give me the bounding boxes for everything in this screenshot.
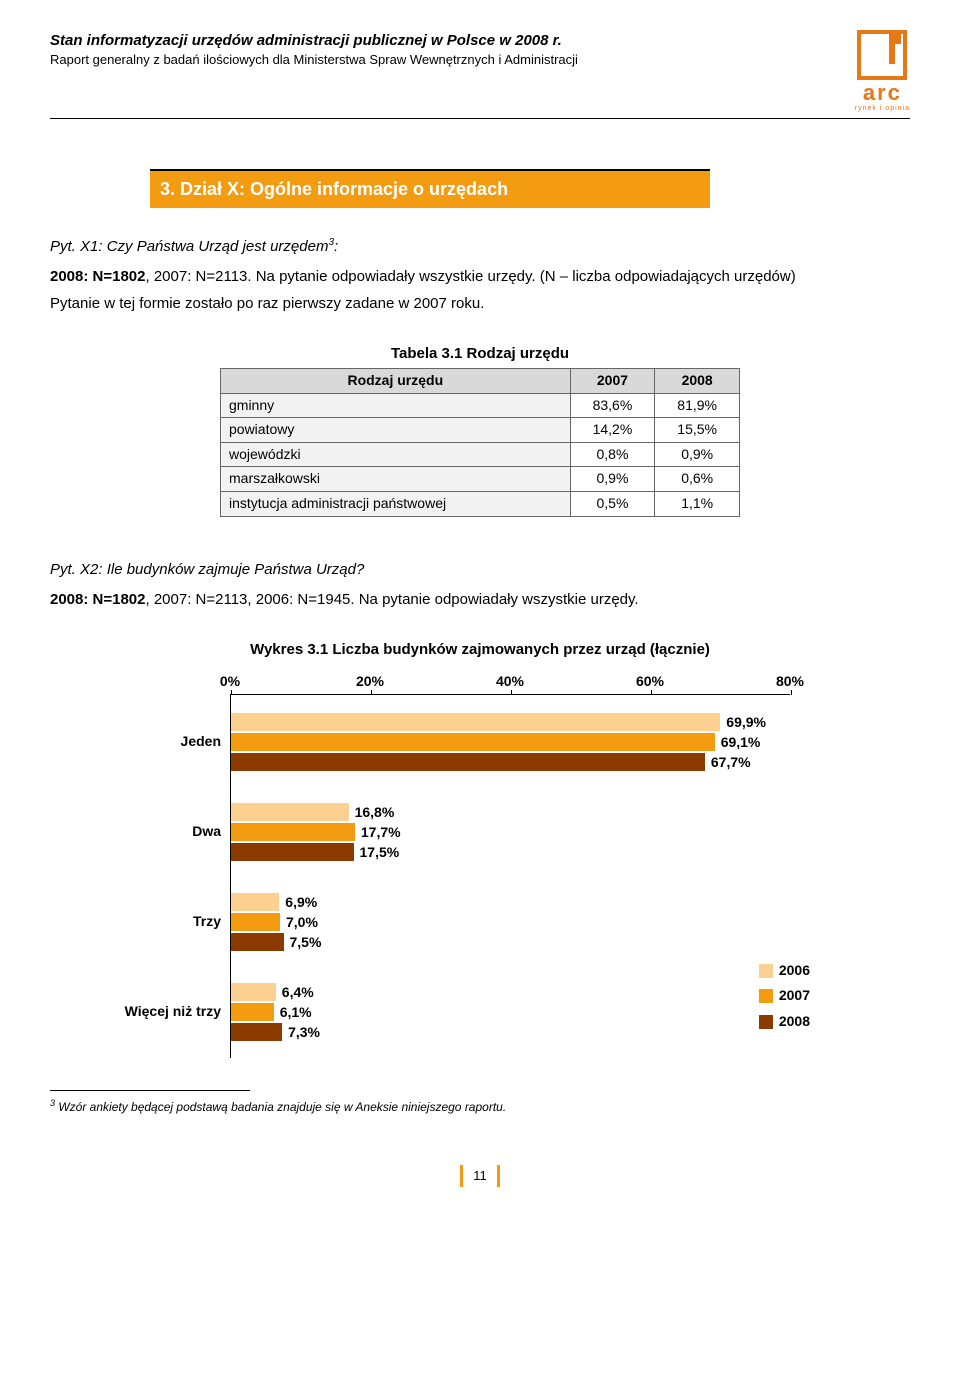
q2-info: 2008: N=1802, 2007: N=2113, 2006: N=1945…: [50, 586, 910, 613]
question-x1: Pyt. X1: Czy Państwa Urząd jest urzędem3…: [50, 236, 910, 257]
section-heading: 3. Dział X: Ogólne informacje o urzędach: [160, 179, 508, 199]
arc-logo: arc rynek i opinia: [855, 30, 910, 114]
page-number: 11: [460, 1165, 500, 1187]
plot-area: Jeden69,9%69,1%67,7%Dwa16,8%17,7%17,5%Tr…: [230, 694, 790, 1058]
logo-subtext: rynek i opinia: [855, 104, 910, 114]
data-table: Rodzaj urzędu20072008 gminny83,6%81,9%po…: [220, 368, 740, 517]
q1-info: 2008: N=1802, 2007: N=2113. Na pytanie o…: [50, 263, 910, 317]
chart-title: Wykres 3.1 Liczba budynków zajmowanych p…: [110, 639, 850, 660]
question-x2: Pyt. X2: Ile budynków zajmuje Państwa Ur…: [50, 559, 910, 580]
lighthouse-icon: [857, 30, 907, 80]
doc-title: Stan informatyzacji urzędów administracj…: [50, 30, 835, 51]
section-heading-bar: 3. Dział X: Ogólne informacje o urzędach: [150, 169, 710, 208]
footnote: 3 Wzór ankiety będącej podstawą badania …: [50, 1097, 910, 1116]
footnote-rule: [50, 1090, 250, 1091]
header-rule: [50, 118, 910, 119]
logo-text: arc: [863, 82, 902, 104]
chart-legend: 200620072008: [759, 961, 810, 1038]
table-title: Tabela 3.1 Rodzaj urzędu: [220, 343, 740, 364]
table-3-1: Tabela 3.1 Rodzaj urzędu Rodzaj urzędu20…: [220, 343, 740, 517]
chart-area: 0%20%40%60%80% Jeden69,9%69,1%67,7%Dwa16…: [230, 672, 850, 1060]
doc-subtitle: Raport generalny z badań ilościowych dla…: [50, 51, 835, 69]
x-axis: 0%20%40%60%80%: [230, 672, 790, 690]
page-header: Stan informatyzacji urzędów administracj…: [50, 30, 910, 114]
chart-3-1: Wykres 3.1 Liczba budynków zajmowanych p…: [110, 639, 850, 1060]
